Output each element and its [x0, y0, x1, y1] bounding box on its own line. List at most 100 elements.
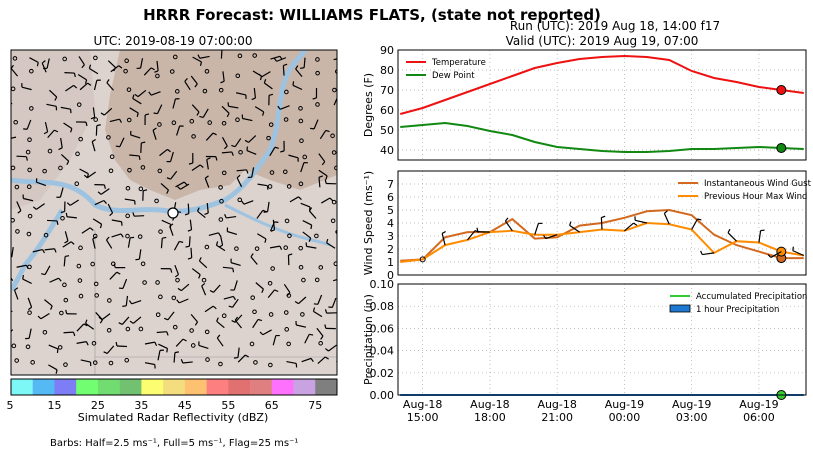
legend-label: 1 hour Precipitation: [696, 305, 779, 315]
wind-barb: [324, 344, 337, 352]
calm-wind-marker: [169, 69, 175, 74]
wind-barb: [190, 313, 199, 326]
calm-wind-marker: [254, 246, 260, 251]
calm-wind-marker: [26, 184, 32, 190]
calm-wind-marker: [204, 244, 210, 250]
legend-label: Dew Point: [432, 71, 475, 81]
calm-wind-marker: [158, 294, 163, 300]
calm-wind-marker: [106, 135, 111, 140]
calm-wind-marker: [250, 295, 255, 300]
wind-barb: [634, 216, 647, 224]
colorbar-tick-label: 75: [308, 399, 322, 412]
calm-wind-marker: [125, 233, 130, 239]
calm-wind-marker: [205, 357, 210, 362]
wind-barb: [300, 162, 308, 173]
wind-barb: [220, 71, 225, 84]
wind-barb: [98, 313, 111, 321]
wind-barb: [324, 309, 337, 314]
wind-barb: [441, 230, 446, 246]
wind-barb: [187, 219, 193, 232]
wind-barb: [129, 316, 142, 324]
wind-barb: [113, 263, 126, 269]
calm-wind-marker: [172, 324, 178, 330]
main-title: HRRR Forecast: WILLIAMS FLATS, (state no…: [143, 6, 601, 24]
wind-barb: [302, 220, 313, 230]
calm-wind-marker: [142, 280, 147, 285]
calm-wind-marker: [283, 117, 289, 122]
calm-wind-marker: [157, 122, 162, 127]
wind-barb: [97, 188, 110, 195]
river-arm: [224, 203, 331, 247]
wind-barb: [60, 153, 70, 166]
wind-barb: [88, 64, 99, 75]
wind-barb: [504, 217, 513, 232]
wind-barb: [235, 92, 247, 99]
calm-wind-marker: [126, 117, 132, 123]
wind-barb: [48, 344, 59, 353]
calm-wind-marker: [268, 362, 273, 368]
calm-wind-marker: [235, 117, 240, 123]
wind-barb: [65, 212, 77, 219]
x-tick-label: Aug-18: [403, 398, 442, 411]
calm-wind-marker: [78, 245, 83, 251]
colorbar-swatch: [119, 379, 142, 395]
legend: Temperature Dew Point: [406, 58, 486, 81]
wind-barb: [35, 178, 47, 187]
x-tick-label: 03:00: [676, 411, 708, 424]
wind-barb: [44, 248, 57, 253]
y-tick-label: 6: [387, 191, 394, 204]
wind-barb: [624, 222, 638, 232]
y-tick-label: 0: [387, 269, 394, 282]
wind-barb: [44, 299, 53, 310]
calm-wind-marker: [25, 344, 31, 350]
calm-wind-marker: [43, 232, 49, 238]
wind-barb: [94, 199, 107, 206]
wind-barb: [135, 249, 142, 261]
wind-barb: [148, 91, 161, 96]
wind-barb: [304, 333, 314, 344]
colorbar-label: Simulated Radar Reflectivity (dBZ): [78, 411, 269, 424]
y-tick-label: 5: [387, 204, 394, 217]
wind-barb: [273, 57, 287, 62]
wind-barb: [286, 360, 298, 368]
calm-wind-marker: [253, 360, 258, 365]
calm-wind-marker: [63, 362, 68, 367]
wind-barb: [223, 295, 236, 301]
wind-barb: [332, 278, 337, 282]
wind-barb: [269, 146, 279, 157]
calm-wind-marker: [124, 357, 130, 363]
wind-barb: [758, 229, 765, 243]
wind-barb: [127, 236, 135, 248]
calm-wind-marker: [286, 293, 292, 298]
wind-barb: [152, 127, 157, 140]
colorbar-tick-label: 55: [221, 399, 235, 412]
calm-wind-marker: [221, 313, 227, 318]
y-axis-label: Wind Speed (ms⁻¹): [362, 171, 375, 275]
calm-wind-marker: [93, 55, 98, 61]
calm-wind-marker: [47, 148, 53, 154]
wind-barb: [115, 341, 128, 348]
wind-barb: [543, 234, 558, 240]
current-value-marker: [776, 85, 787, 95]
wind-barb: [111, 219, 123, 226]
colorbar-tick-label: 15: [47, 399, 61, 412]
wind-barb: [204, 203, 209, 216]
wind-barb: [247, 167, 255, 179]
map-title: UTC: 2019-08-19 07:00:00: [93, 34, 252, 48]
wind-barb: [233, 347, 240, 359]
wind-barb: [76, 341, 89, 346]
wind-barb: [166, 170, 178, 180]
wind-barb: [476, 227, 490, 233]
calm-wind-marker: [175, 277, 180, 283]
colorbar-swatch: [184, 379, 207, 395]
wind-barb: [172, 98, 180, 109]
wind-barb: [326, 238, 336, 249]
wind-barb: [319, 129, 330, 140]
calm-wind-marker: [110, 261, 116, 267]
calm-wind-marker: [76, 263, 82, 269]
wind-barb: [269, 221, 279, 232]
colorbar-swatch: [141, 379, 164, 395]
wind-barb: [134, 89, 147, 98]
calm-wind-marker: [125, 185, 131, 191]
